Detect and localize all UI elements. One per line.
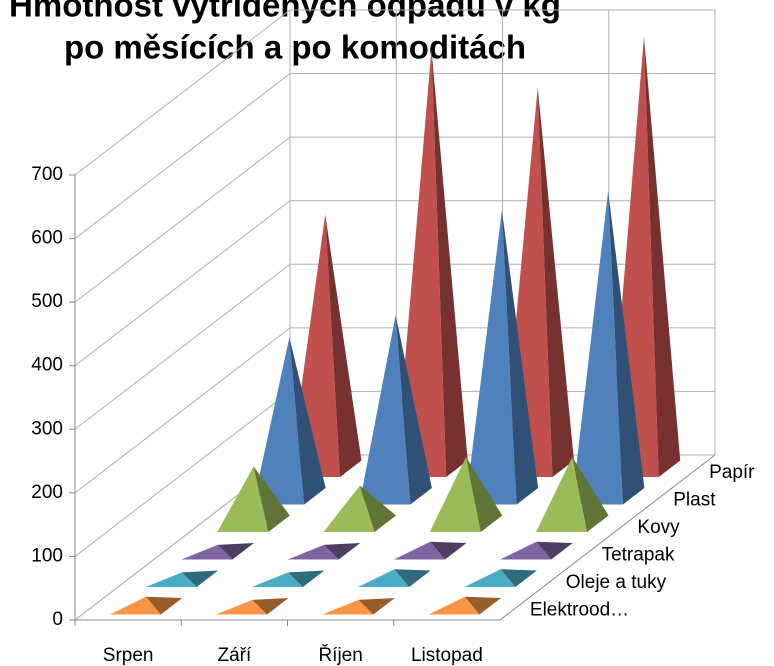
pyramid-side — [500, 569, 537, 587]
grid-line — [74, 263, 291, 430]
pyramid-face — [287, 544, 339, 560]
pyramid-face — [536, 457, 588, 532]
pyramid-face — [251, 572, 303, 587]
pyramid-face — [429, 457, 481, 532]
pyramid-side — [288, 570, 325, 587]
chart-title: po měsících a po komoditách — [64, 29, 526, 66]
depth-tick-label: Elektrood… — [530, 599, 629, 620]
pyramid — [251, 570, 325, 587]
pyramid-side — [252, 598, 289, 615]
pyramid-face — [217, 466, 269, 532]
y-tick-label: 400 — [31, 355, 63, 376]
pyramid — [465, 210, 539, 505]
pyramid-side — [572, 457, 609, 532]
x-tick-label: Říjen — [318, 644, 362, 666]
pyramid-side — [430, 541, 467, 560]
pyramid-side — [359, 485, 397, 532]
pyramid-side — [608, 191, 645, 505]
pyramid — [571, 191, 645, 505]
depth-tick-label: Papír — [709, 462, 755, 483]
pyramid-face — [465, 210, 517, 505]
grid-line — [74, 391, 291, 557]
depth-tick-label: Tetrapak — [602, 544, 675, 565]
grid-line — [74, 9, 291, 176]
pyramid — [145, 570, 219, 587]
pyramid — [428, 596, 502, 615]
pyramid-face — [359, 315, 411, 505]
grid-line — [74, 136, 291, 303]
pyramid — [109, 596, 183, 615]
pyramid-face — [322, 599, 374, 615]
pyramid-side — [501, 210, 539, 505]
pyramid-face — [109, 596, 161, 615]
pyramid-side — [643, 36, 681, 477]
pyramid — [216, 598, 289, 615]
pyramid-face — [393, 541, 445, 560]
pyramid — [464, 569, 537, 587]
pyramid-side — [394, 569, 431, 587]
pyramid-face — [358, 569, 410, 587]
pyramid-side — [536, 541, 573, 560]
floor-edge — [499, 454, 716, 621]
y-tick-label: 600 — [31, 228, 63, 249]
pyramid-side — [464, 596, 502, 615]
y-tick-label: 700 — [31, 164, 63, 185]
pyramid — [287, 543, 361, 560]
depth-tick-label: Oleje a tuky — [566, 572, 667, 593]
grid-line — [74, 327, 291, 494]
pyramid — [322, 598, 395, 615]
pyramid — [536, 457, 609, 532]
pyramid — [429, 457, 503, 532]
pyramid-face — [500, 541, 552, 560]
pyramid — [395, 49, 468, 478]
pyramid — [359, 315, 432, 505]
pyramid-side — [253, 466, 290, 532]
pyramid-side — [289, 337, 326, 505]
pyramid — [393, 541, 467, 560]
pyramid — [181, 543, 254, 560]
pyramid-face — [323, 485, 375, 532]
pyramid-face — [395, 49, 447, 478]
pyramid-side — [431, 49, 468, 478]
pyramid — [358, 569, 431, 587]
pyramid-side — [146, 596, 183, 615]
y-tick-label: 500 — [31, 291, 63, 312]
pyramid — [500, 541, 573, 560]
grid-line — [74, 200, 291, 367]
pyramid-side — [358, 598, 395, 615]
pyramid-side — [217, 543, 254, 560]
pyramid-face — [216, 599, 268, 615]
y-tick-label: 300 — [31, 418, 63, 439]
pyramid-face — [145, 572, 197, 587]
x-tick-label: Září — [217, 645, 252, 666]
depth-tick-label: Kovy — [637, 517, 680, 538]
pyramid-face — [571, 191, 623, 505]
pyramid-side — [325, 214, 362, 477]
y-tick-label: 0 — [52, 609, 63, 630]
x-tick-label: Srpen — [103, 645, 154, 666]
pyramid-face — [253, 337, 305, 505]
depth-tick-label: Plast — [673, 489, 716, 510]
pyramid-side — [537, 87, 574, 478]
pyramid-face — [181, 544, 233, 560]
pyramid-side — [466, 457, 503, 532]
chart-title: Hmotnost vytříděných odpadů v kg — [9, 0, 561, 24]
pyramid-face — [464, 569, 516, 587]
y-tick-label: 100 — [31, 545, 63, 566]
pyramid — [253, 337, 326, 505]
pyramid-side — [323, 543, 361, 560]
pyramid — [323, 485, 397, 532]
grid-line — [74, 73, 291, 239]
pyramid-face — [428, 596, 480, 615]
pyramid-side — [181, 570, 219, 587]
pyramid — [217, 466, 290, 532]
pyramid-side — [395, 315, 432, 505]
x-tick-label: Listopad — [411, 645, 483, 666]
y-tick-label: 200 — [31, 482, 63, 503]
